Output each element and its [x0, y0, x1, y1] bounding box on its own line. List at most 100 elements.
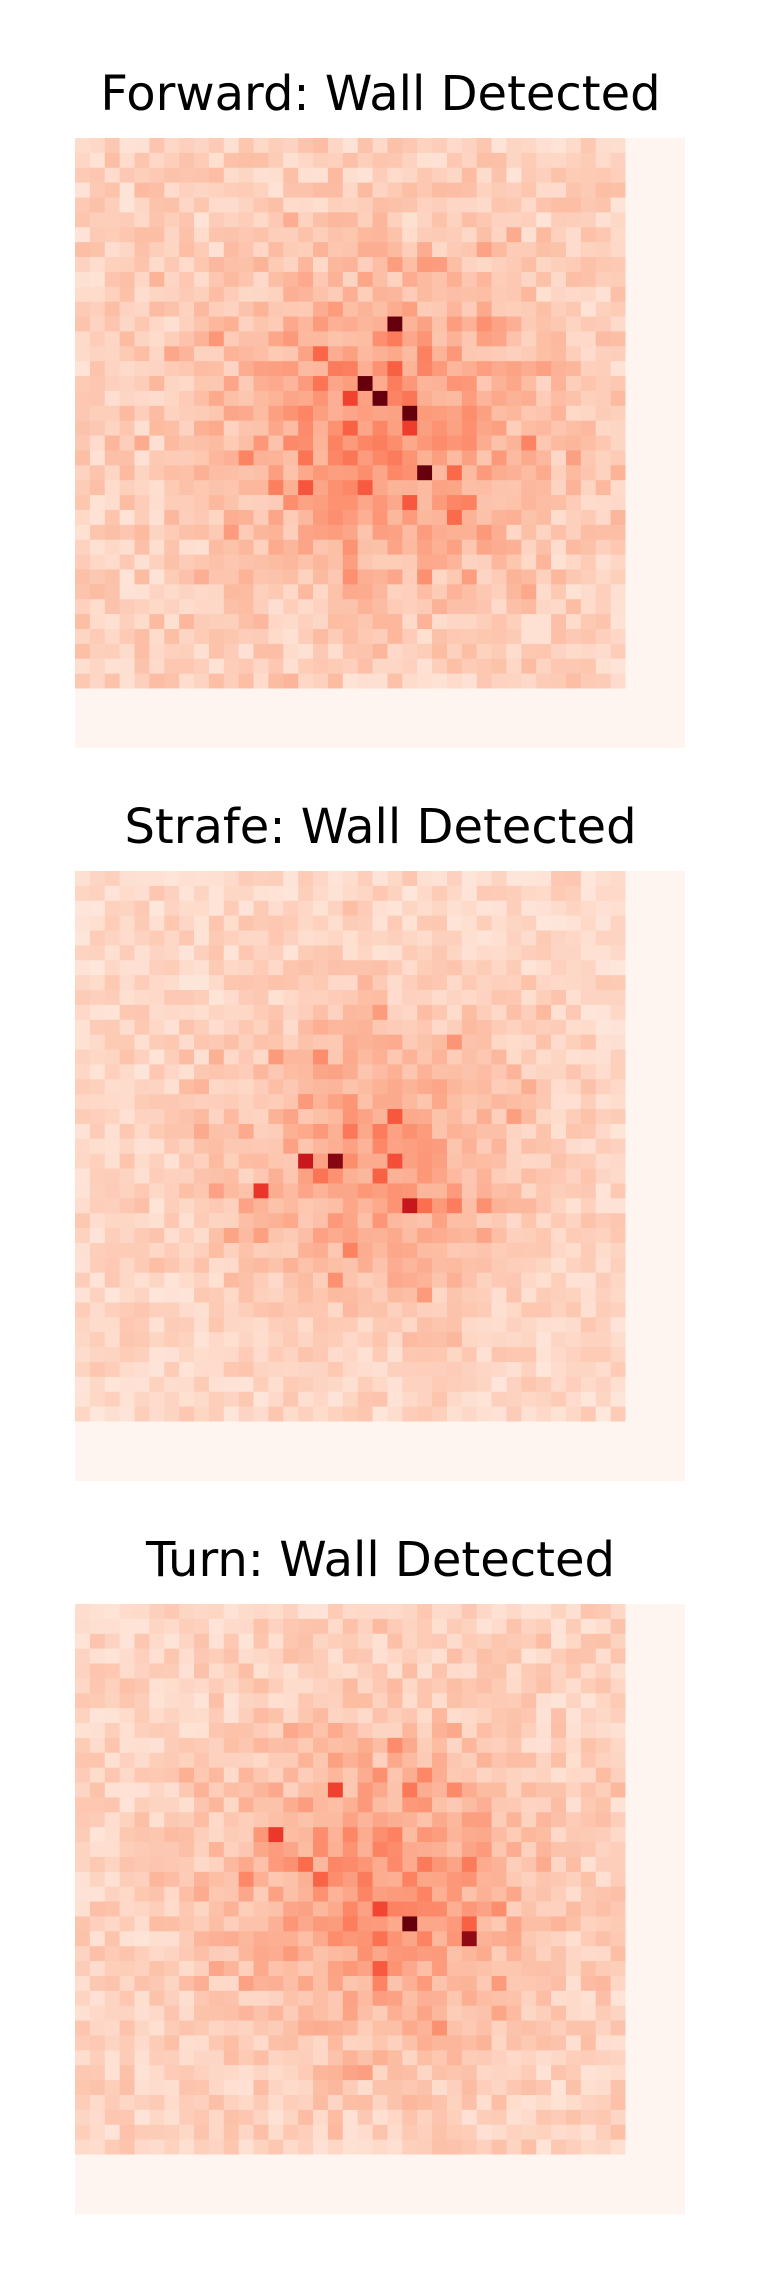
heatmap-cell [432, 945, 448, 961]
heatmap-cell [536, 212, 552, 228]
heatmap-cell [223, 2080, 240, 2096]
heatmap-cell [595, 1391, 612, 1408]
heatmap-cell [461, 1648, 478, 1664]
heatmap-cell [134, 1198, 150, 1214]
heatmap-cell [521, 1604, 537, 1620]
heatmap-cell [104, 390, 121, 407]
heatmap-cell [461, 1019, 478, 1036]
heatmap-cell [476, 450, 492, 466]
heatmap-cell [134, 450, 150, 466]
heatmap-cell [179, 1931, 195, 1947]
heatmap-cell [506, 1797, 522, 1813]
heatmap-cell [565, 182, 582, 198]
heatmap-cell [372, 2184, 388, 2200]
heatmap-cell [446, 2154, 463, 2170]
heatmap-cell [327, 1797, 344, 1813]
heatmap-cell [640, 182, 656, 198]
heatmap-cell [402, 1797, 418, 1813]
heatmap-cell [238, 1886, 254, 1902]
heatmap-cell [565, 257, 582, 273]
heatmap-cell [670, 346, 685, 362]
heatmap-cell [89, 1901, 106, 1917]
heatmap-cell [446, 1317, 463, 1333]
heatmap-cell [238, 930, 254, 946]
heatmap-cell [565, 227, 582, 243]
heatmap-cell [521, 2020, 537, 2036]
heatmap-cell [268, 1708, 284, 1724]
heatmap-cell [432, 242, 448, 258]
heatmap-cell [536, 1272, 552, 1288]
heatmap-cell [432, 2184, 448, 2200]
heatmap-cell [372, 167, 388, 184]
heatmap-cell [387, 1079, 403, 1095]
heatmap-cell [461, 1618, 478, 1635]
heatmap-cell [461, 1436, 478, 1452]
heatmap-cell [595, 286, 612, 303]
heatmap-cell [625, 539, 641, 555]
heatmap-cell [119, 1302, 135, 1318]
heatmap-cell [461, 1361, 478, 1378]
heatmap-cell [164, 152, 180, 169]
heatmap-cell [253, 1064, 269, 1080]
heatmap-cell [179, 584, 195, 600]
heatmap-cell [595, 1752, 612, 1769]
heatmap-cell [253, 1034, 269, 1050]
heatmap-cell [164, 197, 180, 213]
heatmap-cell [342, 1797, 359, 1813]
heatmap-cell [327, 1138, 344, 1155]
heatmap-cell [253, 1693, 269, 1709]
heatmap-cell [313, 2094, 329, 2111]
heatmap-cell [194, 1871, 210, 1888]
heatmap-cell [119, 480, 135, 496]
heatmap-cell [134, 960, 150, 976]
heatmap-cell [461, 2184, 478, 2200]
heatmap-cell [238, 539, 254, 555]
heatmap-cell [610, 1886, 626, 1902]
heatmap-cell [506, 733, 522, 748]
heatmap-cell [640, 1466, 656, 1481]
heatmap-cell [298, 1272, 314, 1288]
heatmap-cell [134, 1708, 150, 1724]
heatmap-cell [268, 1752, 284, 1769]
heatmap-cell [342, 346, 359, 362]
heatmap-cell [595, 1946, 612, 1962]
heatmap-cell [476, 1466, 492, 1481]
heatmap-cell [283, 524, 299, 541]
heatmap-cell [313, 1168, 329, 1184]
heatmap-cell [119, 1109, 135, 1125]
heatmap-cell [595, 628, 612, 645]
heatmap-cell [387, 1094, 403, 1110]
heatmap-cell [134, 1138, 150, 1155]
heatmap-cell [75, 242, 91, 258]
heatmap-cell [357, 405, 373, 422]
heatmap-cell [417, 1604, 433, 1620]
heatmap-cell [491, 1332, 507, 1348]
heatmap-cell [476, 1079, 492, 1095]
heatmap-cell [640, 885, 656, 902]
heatmap-cell [223, 2169, 240, 2185]
heatmap-cell [342, 1213, 359, 1229]
heatmap-cell [75, 227, 91, 243]
heatmap-cell [223, 1723, 240, 1739]
heatmap-cell [208, 1618, 225, 1635]
heatmap-cell [119, 1376, 135, 1393]
heatmap-cell [625, 990, 641, 1006]
heatmap-cell [551, 1961, 567, 1977]
heatmap-cell [476, 2154, 492, 2170]
heatmap-cell [357, 975, 373, 991]
heatmap-cell [461, 1213, 478, 1229]
heatmap-cell [476, 1886, 492, 1902]
heatmap-cell [164, 167, 180, 184]
heatmap-cell [253, 1287, 269, 1303]
heatmap-cell [327, 1663, 344, 1679]
heatmap-cell [625, 569, 641, 585]
heatmap-cell [521, 1302, 537, 1318]
heatmap-cell [387, 1871, 403, 1888]
heatmap-cell [580, 1451, 597, 1467]
heatmap-cell [595, 1094, 612, 1110]
heatmap-cell [402, 733, 418, 748]
heatmap-cell [610, 599, 626, 615]
heatmap-cell [327, 584, 344, 600]
heatmap-cell [580, 960, 597, 976]
heatmap-cell [372, 1213, 388, 1229]
